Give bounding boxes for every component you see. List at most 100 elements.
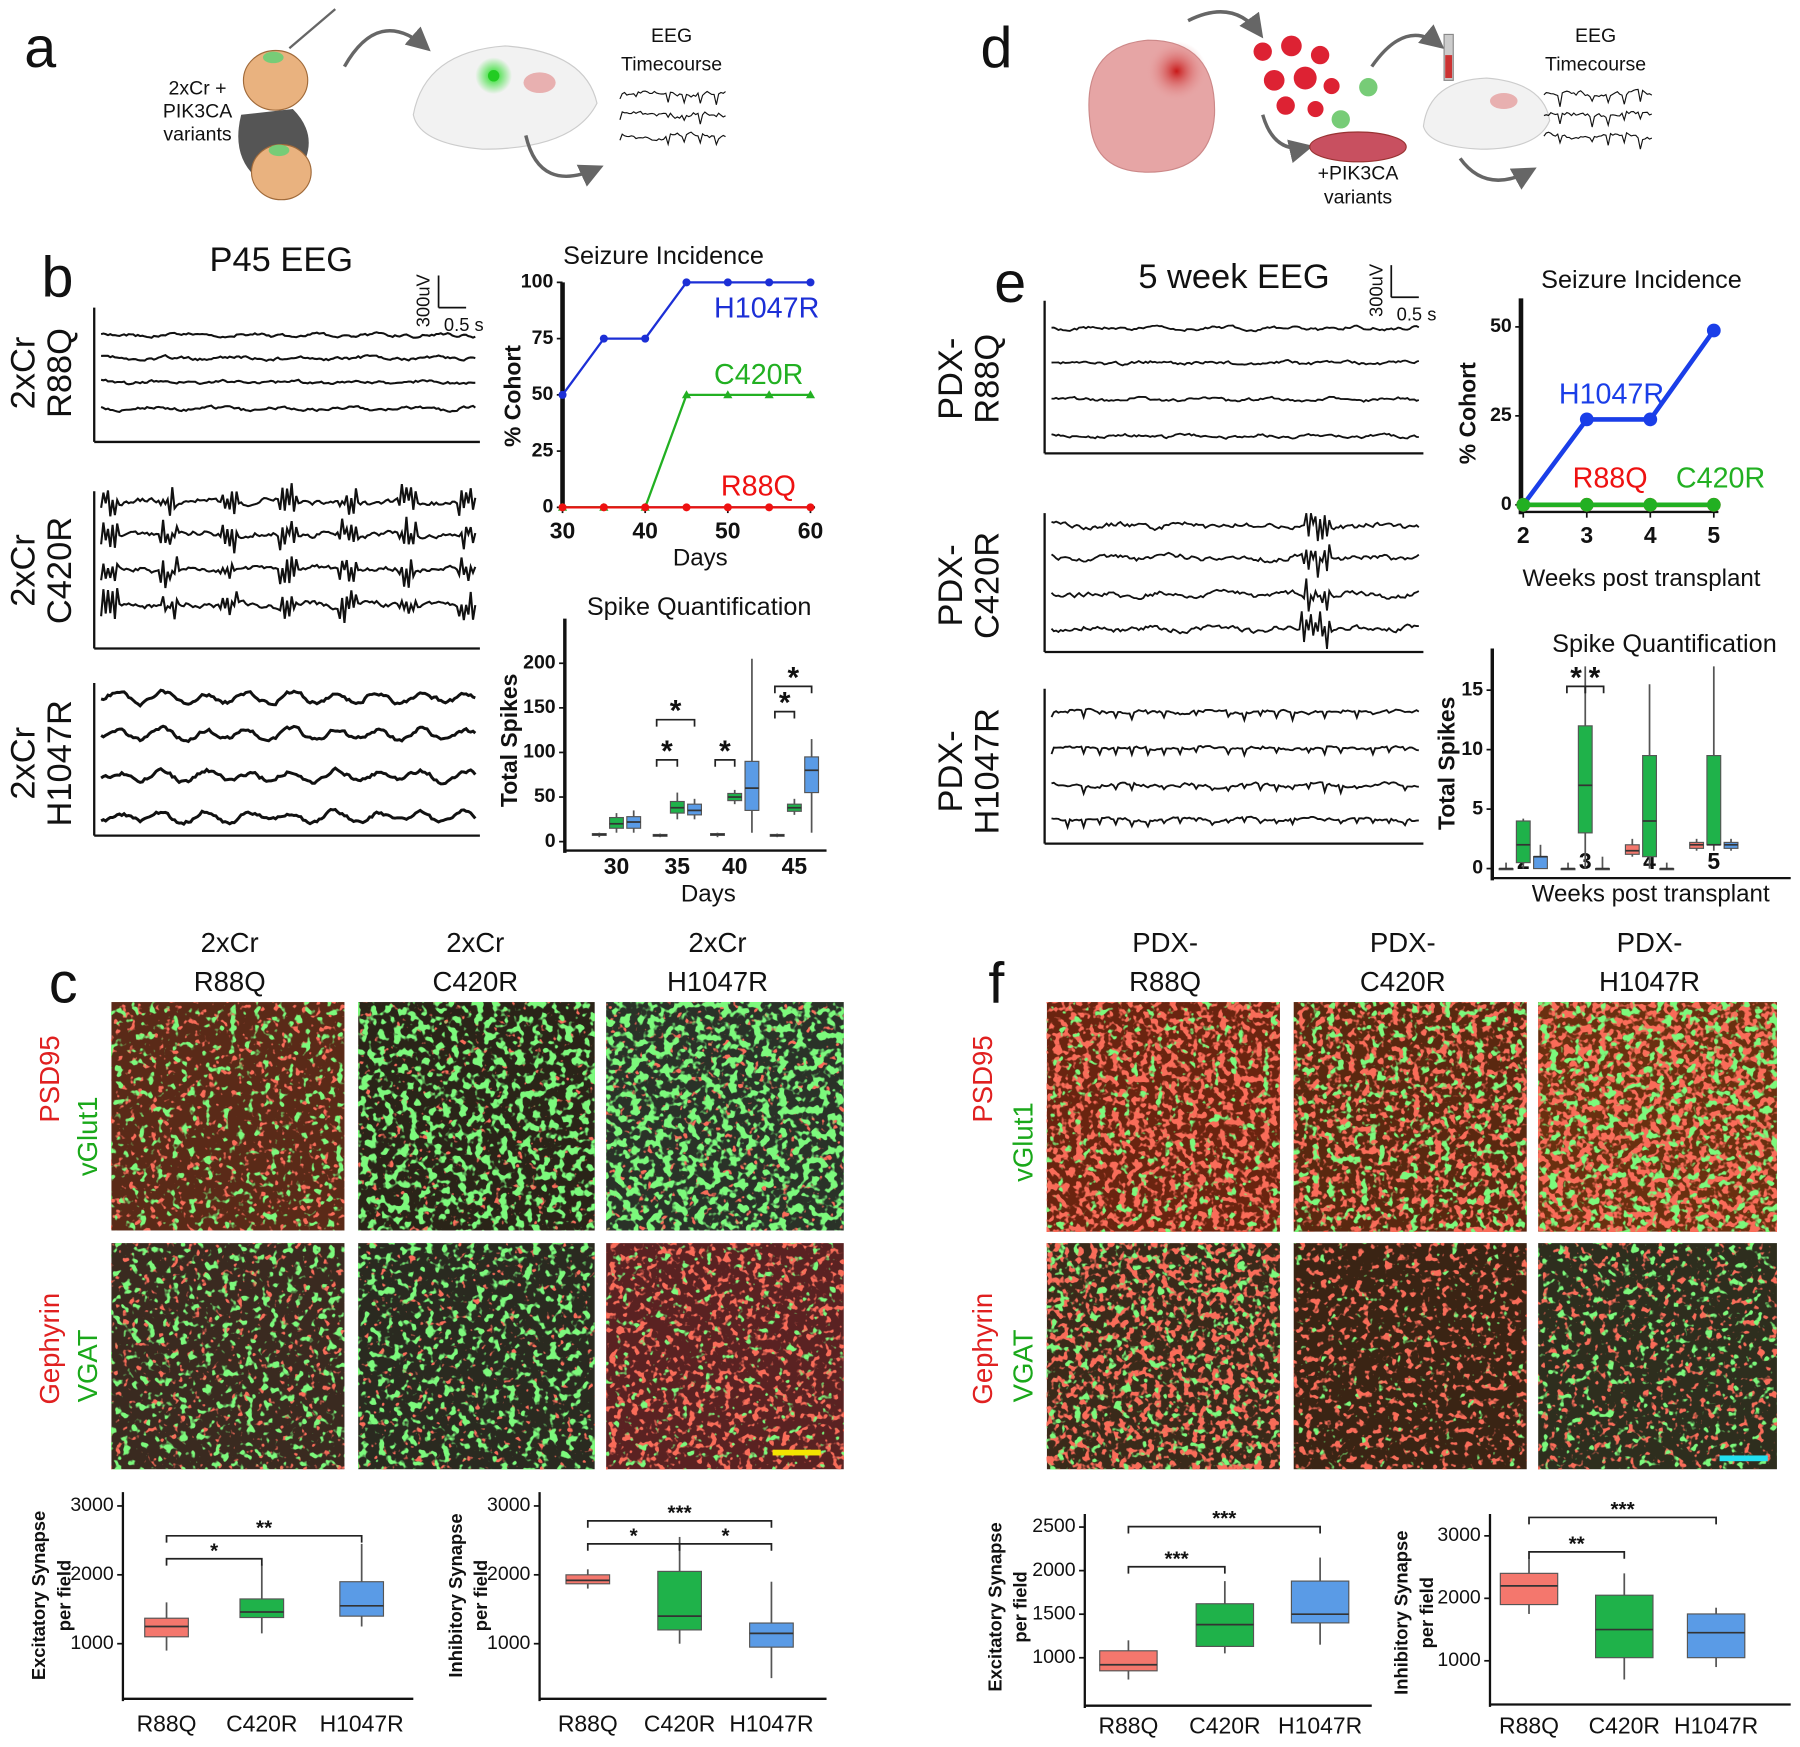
eeg-trace [1051, 395, 1420, 403]
syringe-fill [1445, 55, 1453, 79]
eeg-trace [100, 688, 476, 708]
marker [765, 503, 774, 512]
eeg-trace [1050, 745, 1419, 759]
marker [599, 334, 608, 343]
column-label: 2xCr [688, 927, 746, 958]
significance-bracket [1528, 1551, 1626, 1559]
y-tick-label: 1000 [487, 1632, 531, 1654]
eeg-trace [100, 588, 477, 624]
panel-label: b [42, 245, 74, 309]
y-tick-label: 50 [1490, 315, 1512, 337]
y-tick-label: 50 [534, 785, 556, 807]
row-label: PDX- [932, 338, 970, 420]
box [804, 756, 820, 794]
significance-label: *** [1165, 1547, 1190, 1570]
marker [599, 503, 608, 512]
y-tick-label: 0 [545, 830, 556, 852]
dish [1309, 131, 1407, 163]
y-tick-label: 25 [1490, 404, 1512, 426]
chart-title: Seizure Incidence [563, 242, 764, 270]
y-tick-label: 1000 [1437, 1649, 1481, 1671]
eeg-trace [1050, 611, 1419, 649]
stain-label: Gephyrin [967, 1293, 998, 1405]
significance-label: * [630, 1524, 639, 1547]
tumor-dot [487, 70, 500, 82]
significance-bracket [655, 718, 696, 727]
series-label: H1047R [1559, 379, 1664, 411]
y-tick-label: 3000 [1437, 1524, 1481, 1546]
significance-bracket [1528, 1516, 1717, 1525]
green-puncta [1538, 1243, 1777, 1470]
significance-label: * [787, 661, 799, 694]
arrow [524, 135, 604, 187]
marker [723, 390, 733, 399]
column-label: R88Q [194, 966, 266, 997]
y-tick-label: 0 [1501, 493, 1512, 515]
treatment-label: +PIK3CA [1318, 163, 1399, 185]
eeg-title: P45 EEG [210, 241, 354, 279]
row-label: 2xCr [4, 337, 42, 410]
green-puncta [1046, 1243, 1280, 1470]
box [1290, 1580, 1350, 1624]
y-axis-label: Total Spikes [1434, 697, 1460, 830]
y-tick-label: 75 [532, 327, 554, 349]
column-label: PDX- [1370, 927, 1436, 958]
y-tick-label: 0 [542, 495, 553, 517]
pup [250, 144, 312, 201]
x-tick-label: C420R [1589, 1713, 1660, 1739]
eeg-trace [619, 131, 726, 147]
ear [523, 72, 556, 93]
injection-site [268, 144, 290, 157]
significance-bracket [586, 1520, 773, 1528]
x-tick-label: 4 [1644, 522, 1657, 548]
marker [1516, 497, 1531, 512]
green-puncta [1538, 1002, 1777, 1232]
row-label: 2xCr [4, 727, 42, 800]
series-label: R88Q [1573, 462, 1648, 494]
y-tick-label: 2500 [1032, 1515, 1076, 1537]
marker [558, 503, 567, 512]
eeg-trace [100, 331, 476, 339]
x-tick-label: 35 [665, 853, 691, 879]
arrow [1187, 10, 1264, 39]
significance-bracket [1127, 1565, 1226, 1574]
x-tick-label: R88Q [1098, 1713, 1158, 1739]
box [687, 803, 702, 816]
box [339, 1581, 385, 1617]
y-tick-label: 2000 [70, 1563, 114, 1585]
green-puncta [358, 1243, 595, 1470]
x-tick-label: 5 [1707, 848, 1720, 874]
marker [764, 390, 774, 399]
x-tick-label: 30 [550, 518, 576, 544]
marker [558, 390, 567, 399]
eeg-trace [1051, 324, 1420, 333]
x-tick-label: R88Q [558, 1710, 618, 1736]
box [144, 1617, 189, 1638]
x-axis-label: Days [673, 544, 728, 571]
eeg-trace [1050, 544, 1420, 578]
construct-label: variants [163, 124, 232, 146]
significance-label: * [722, 1524, 731, 1547]
box [1642, 755, 1657, 858]
arrow [342, 26, 431, 68]
y-tick-label: 2000 [1437, 1586, 1481, 1608]
significance-bracket [165, 1557, 263, 1566]
cell [1359, 78, 1378, 97]
marker [1579, 412, 1594, 427]
green-puncta [1293, 1002, 1527, 1232]
marker [805, 390, 816, 399]
eeg-trace [100, 404, 476, 414]
column-label: C420R [1360, 966, 1446, 997]
marker [641, 503, 650, 512]
x-tick-label: 45 [782, 853, 808, 879]
marker [765, 278, 774, 287]
treatment-label: variants [1324, 187, 1393, 209]
significance-bracket [774, 685, 813, 694]
construct-label: PIK3CA [163, 101, 232, 123]
chart-title: Spike Quantification [587, 593, 812, 621]
x-axis-label: Weeks post transplant [1532, 881, 1770, 908]
marker [1706, 323, 1721, 338]
box [1595, 1594, 1654, 1659]
arrow [1458, 157, 1537, 190]
